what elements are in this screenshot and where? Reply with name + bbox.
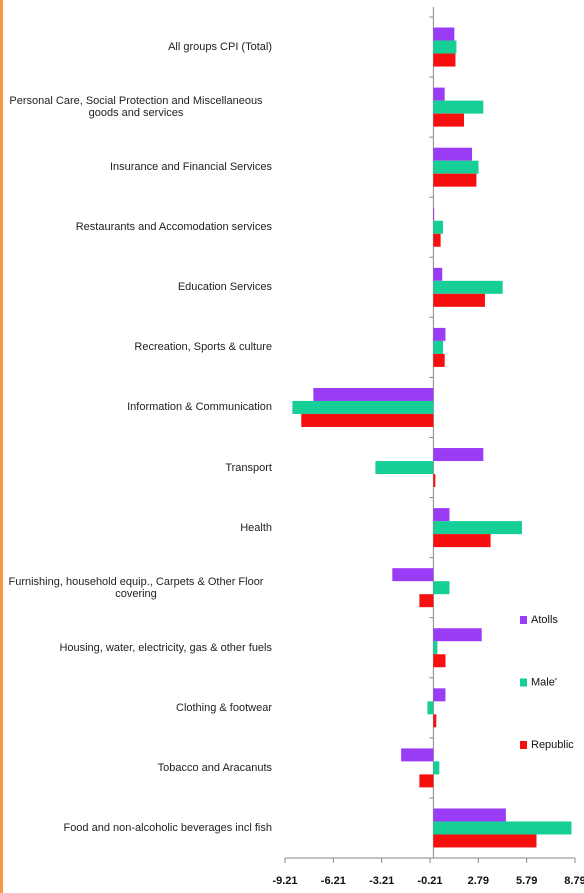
bar [433, 714, 437, 728]
x-tick-label: -6.21 [321, 875, 346, 887]
category-label: Health [0, 522, 272, 534]
bar [433, 267, 443, 281]
x-tick-label: -0.21 [417, 875, 442, 887]
category-label: Education Services [0, 281, 272, 293]
bar [433, 521, 522, 535]
bar [433, 87, 445, 101]
bar [401, 748, 434, 762]
category-text: Personal Care, Social Protection and Mis… [9, 95, 263, 120]
left-border [0, 0, 3, 893]
bar [433, 160, 479, 174]
bar [433, 761, 440, 775]
bar [419, 594, 434, 608]
bar [392, 568, 434, 582]
category-text: Food and non-alcoholic beverages incl fi… [63, 821, 272, 834]
category-label: Insurance and Financial Services [0, 161, 272, 173]
bar [433, 220, 444, 234]
x-tick-label: -9.21 [272, 875, 297, 887]
category-label: Furnishing, household equip., Carpets & … [0, 576, 272, 600]
category-label: Restaurants and Accomodation services [0, 221, 272, 233]
bar [433, 100, 484, 114]
category-label: Tobacco and Aracanuts [0, 762, 272, 774]
bar [301, 413, 434, 427]
bar [375, 461, 434, 475]
category-text: Insurance and Financial Services [109, 161, 272, 174]
category-text: Information & Communication [127, 401, 272, 414]
bar [313, 387, 434, 401]
category-label: Personal Care, Social Protection and Mis… [0, 95, 272, 119]
category-text: Recreation, Sports & culture [134, 341, 272, 354]
category-text: All groups CPI (Total) [168, 41, 272, 54]
bar [433, 207, 435, 221]
category-text: Education Services [177, 281, 272, 294]
bar [433, 474, 436, 488]
bar [433, 628, 482, 642]
category-text: Transport [225, 461, 272, 474]
bar [427, 701, 434, 715]
category-text: Clothing & footwear [176, 701, 272, 714]
x-tick-label: 5.79 [516, 875, 537, 887]
legend-label: Male' [531, 676, 557, 688]
legend-label: Atolls [531, 614, 558, 626]
bar [433, 113, 464, 127]
category-label: Clothing & footwear [0, 702, 272, 714]
bar [433, 173, 477, 187]
bar [433, 641, 438, 655]
category-label: Information & Communication [0, 401, 272, 413]
bar [433, 353, 445, 367]
bar [433, 40, 457, 54]
bar [433, 280, 503, 294]
bar [433, 654, 446, 668]
bar [433, 688, 446, 702]
bar [433, 147, 473, 161]
x-tick-label: 8.79 [564, 875, 584, 887]
category-label: Transport [0, 462, 272, 474]
bar [433, 340, 444, 354]
legend-swatch [520, 678, 527, 687]
category-text: Health [240, 521, 272, 534]
bar [433, 821, 572, 835]
category-label: Food and non-alcoholic beverages incl fi… [0, 822, 272, 834]
category-text: Housing, water, electricity, gas & other… [59, 641, 272, 654]
bar [433, 293, 485, 307]
bar [433, 448, 484, 462]
category-text: Restaurants and Accomodation services [75, 221, 272, 234]
legend-label: Republic [531, 739, 574, 751]
x-tick-label: -3.21 [369, 875, 394, 887]
category-label: Recreation, Sports & culture [0, 341, 272, 353]
bar [433, 534, 491, 548]
legend-swatch [520, 741, 527, 749]
x-tick-label: 2.79 [468, 875, 489, 887]
bar [419, 774, 434, 788]
category-label: Housing, water, electricity, gas & other… [0, 642, 272, 654]
bar [433, 834, 537, 848]
bar [433, 808, 506, 822]
bar [433, 27, 455, 41]
bar [292, 400, 434, 414]
category-label: All groups CPI (Total) [0, 41, 272, 53]
bar [433, 508, 450, 522]
bar [433, 581, 450, 595]
bar [433, 233, 441, 247]
bar [433, 53, 456, 67]
category-text: Furnishing, household equip., Carpets & … [8, 575, 264, 600]
legend-swatch [520, 616, 527, 624]
category-text: Tobacco and Aracanuts [157, 761, 272, 774]
bar [433, 327, 446, 341]
